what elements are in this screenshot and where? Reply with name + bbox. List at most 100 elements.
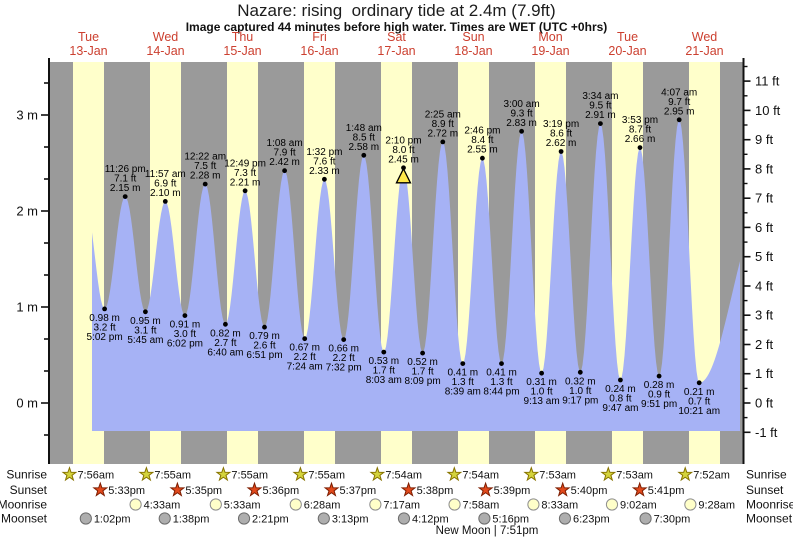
tide-low-label: 8:09 pm bbox=[405, 376, 441, 387]
tide-extreme-dot bbox=[676, 117, 682, 123]
tide-extreme-dot bbox=[401, 165, 406, 171]
tide-high-label: 2.10 m bbox=[150, 188, 181, 199]
moonset-circle-icon bbox=[79, 512, 92, 525]
tide-high-label: 2.91 m bbox=[585, 110, 616, 121]
tide-high-label: 7.1 ft bbox=[114, 174, 136, 185]
almanac-time: 5:39pm bbox=[494, 485, 531, 497]
tide-high-label: 2:25 am bbox=[425, 109, 461, 120]
tide-high-label: 2.66 m bbox=[625, 134, 656, 145]
almanac-row-label-left: Moonset bbox=[1, 512, 48, 526]
moonrise-circle-icon bbox=[289, 498, 302, 511]
tide-extreme-dot bbox=[361, 152, 367, 158]
tide-high-label: 2.83 m bbox=[506, 118, 537, 129]
tide-high-label: 2.21 m bbox=[230, 177, 261, 188]
tide-high-label: 2.55 m bbox=[467, 145, 498, 156]
almanac-row-label-right: Sunrise bbox=[746, 468, 787, 482]
tide-low-label: 3.0 ft bbox=[174, 329, 196, 340]
tide-extreme-dot bbox=[519, 128, 524, 134]
tide-high-label: 8.0 ft bbox=[392, 145, 414, 156]
moonset-circle-icon bbox=[158, 512, 171, 525]
right-axis-tick-label: 5 ft bbox=[755, 249, 773, 264]
tide-low-label: 0.41 m bbox=[486, 368, 517, 379]
moonrise-circle-icon bbox=[369, 498, 382, 511]
moonset-circle-icon bbox=[237, 512, 251, 525]
almanac-time: 5:36pm bbox=[262, 485, 299, 497]
sunrise-star-icon bbox=[215, 466, 232, 482]
day-label-weekday: Tue bbox=[617, 30, 638, 44]
tide-area bbox=[92, 120, 740, 431]
sunset-star-icon bbox=[246, 481, 263, 497]
tide-extreme-dot bbox=[143, 309, 148, 315]
sunset-star-icon bbox=[400, 481, 417, 497]
day-label-weekday: Wed bbox=[153, 30, 179, 44]
tide-low-label: 1.0 ft bbox=[530, 387, 552, 398]
almanac-time: 5:37pm bbox=[340, 485, 377, 497]
page-title: Nazare: rising ordinary tide at 2.4m (7.… bbox=[237, 1, 556, 20]
tide-extreme-dot bbox=[460, 361, 466, 366]
left-axis-tick-label: 1 m bbox=[16, 300, 38, 315]
tide-low-label: 3.1 ft bbox=[134, 325, 156, 336]
right-axis-tick-label: -1 ft bbox=[755, 425, 778, 440]
tide-low-label: 0.91 m bbox=[170, 320, 201, 331]
tide-high-label: 8.4 ft bbox=[471, 135, 493, 146]
sunset-star-icon bbox=[477, 481, 494, 497]
right-axis-tick-label: 11 ft bbox=[755, 74, 780, 89]
almanac-time: 5:38pm bbox=[417, 485, 454, 497]
current-tide-marker bbox=[395, 167, 412, 184]
moonset-circle-icon bbox=[639, 512, 652, 525]
moonrise-circle-icon bbox=[209, 498, 222, 511]
tide-high-label: 1:08 am bbox=[267, 138, 303, 149]
tide-extreme-dot bbox=[598, 121, 603, 126]
almanac-time: 7:54am bbox=[385, 470, 422, 482]
tide-low-label: 0.7 ft bbox=[688, 396, 710, 407]
right-axis-tick-label: 2 ft bbox=[755, 337, 773, 352]
tide-low-label: 1.3 ft bbox=[452, 377, 474, 388]
moonset-circle-icon bbox=[397, 512, 411, 525]
almanac-time: 7:53am bbox=[539, 470, 576, 482]
moonrise-circle-icon bbox=[684, 498, 697, 511]
tide-low-label: 0.67 m bbox=[289, 343, 320, 354]
tide-high-label: 2.45 m bbox=[388, 154, 419, 165]
tide-low-label: 9:47 am bbox=[602, 403, 638, 414]
tide-low-label: 0.41 m bbox=[448, 368, 479, 379]
almanac-row-label-right: Sunset bbox=[746, 483, 784, 497]
tide-low-label: 6:51 pm bbox=[246, 350, 282, 361]
tide-low-label: 8:39 am bbox=[445, 387, 481, 398]
tide-low-label: 8:03 am bbox=[366, 375, 402, 386]
tide-low-label: 6:40 am bbox=[207, 347, 243, 358]
sunset-star-icon bbox=[554, 481, 571, 497]
right-axis-tick-label: 1 ft bbox=[755, 366, 773, 381]
tide-low-label: 2.2 ft bbox=[333, 353, 355, 364]
sunrise-star-icon bbox=[677, 466, 694, 482]
right-axis-tick-label: 6 ft bbox=[755, 220, 773, 235]
tide-high-label: 1:32 pm bbox=[306, 147, 342, 158]
tide-low-label: 5:45 am bbox=[127, 335, 163, 346]
tide-low-label: 0.52 m bbox=[407, 357, 438, 368]
page-subtitle: Image captured 44 minutes before high wa… bbox=[185, 20, 608, 34]
tide-extreme-dot bbox=[122, 194, 128, 200]
tide-extreme-dot bbox=[539, 370, 544, 376]
tide-high-label: 8.7 ft bbox=[629, 125, 651, 136]
tide-low-label: 0.9 ft bbox=[648, 390, 670, 401]
tide-low-label: 0.95 m bbox=[130, 316, 161, 327]
almanac-time: 5:16pm bbox=[492, 514, 529, 526]
tide-high-label: 12:49 pm bbox=[224, 158, 266, 169]
tide-low-label: 9:51 pm bbox=[641, 399, 677, 410]
almanac-time: 7:17am bbox=[383, 500, 420, 512]
almanac-time: 7:55am bbox=[154, 470, 191, 482]
tide-high-label: 6.9 ft bbox=[154, 178, 176, 189]
almanac-time: 5:33pm bbox=[108, 485, 145, 497]
tide-low-label: 0.66 m bbox=[328, 344, 359, 355]
tide-high-label: 8.6 ft bbox=[550, 129, 572, 140]
tide-extreme-dot bbox=[282, 168, 287, 174]
moonset-circle-icon bbox=[478, 512, 491, 525]
almanac-time: 7:56am bbox=[77, 470, 114, 482]
almanac-time: 8:33am bbox=[541, 500, 578, 512]
tide-high-label: 9.3 ft bbox=[510, 108, 532, 119]
tide-low-label: 2.6 ft bbox=[253, 341, 275, 352]
tide-high-label: 2:10 pm bbox=[385, 135, 421, 146]
tide-high-label: 7.9 ft bbox=[273, 148, 295, 159]
day-label-weekday: Tue bbox=[78, 30, 99, 44]
almanac-time: 7:52am bbox=[693, 470, 730, 482]
tide-low-label: 5:02 pm bbox=[87, 332, 123, 343]
